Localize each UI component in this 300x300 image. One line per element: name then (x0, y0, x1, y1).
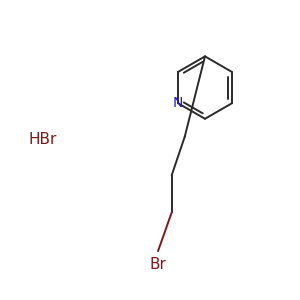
Text: N: N (173, 96, 183, 110)
Text: HBr: HBr (28, 132, 56, 147)
Text: Br: Br (150, 257, 167, 272)
